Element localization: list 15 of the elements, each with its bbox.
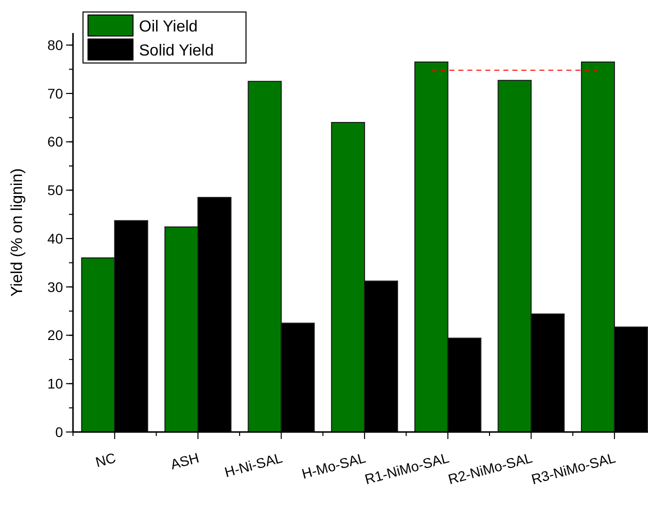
y-tick-label: 0 [55, 424, 64, 440]
y-tick-label: 30 [47, 278, 64, 295]
y-tick-label: 40 [47, 230, 64, 246]
y-tick-label: 80 [47, 36, 64, 53]
y-tick-label: 20 [47, 327, 64, 344]
y-tick-label: 70 [47, 85, 64, 102]
y-tick-label: 50 [47, 182, 64, 198]
y-axis-title: Yield (% on lignin) [9, 168, 26, 297]
x-tick-label: H-Ni-SAL [222, 449, 284, 480]
y-tick-label: 60 [47, 134, 64, 150]
x-tick-label: ASH [168, 449, 201, 472]
y-tick-label: 10 [47, 376, 64, 392]
legend-label: Solid Yield [139, 42, 214, 60]
x-tick-label: NC [94, 449, 118, 470]
legend-label: Oil Yield [139, 18, 198, 36]
